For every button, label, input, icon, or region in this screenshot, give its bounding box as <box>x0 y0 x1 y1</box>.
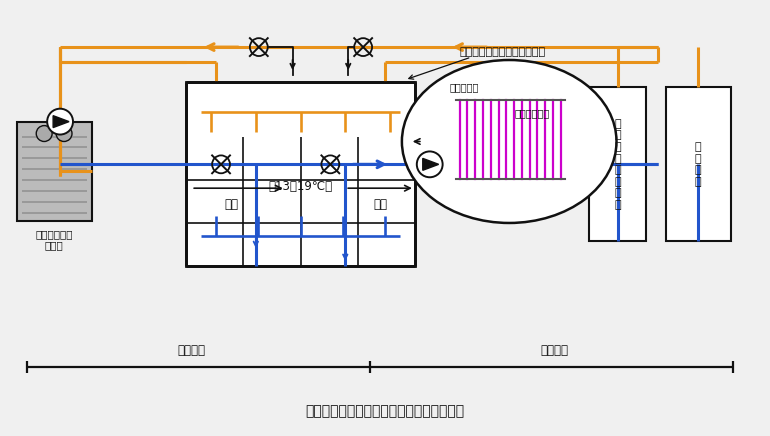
Text: タンク式中温冷水蓄熱蓄熱槽: タンク式中温冷水蓄熱蓄熱槽 <box>460 47 546 57</box>
Bar <box>589 87 646 241</box>
Bar <box>18 122 92 221</box>
Polygon shape <box>423 158 439 170</box>
Text: ヒートポンプ
チラー: ヒートポンプ チラー <box>35 229 73 251</box>
Text: 放熱: 放熱 <box>373 198 387 211</box>
Text: タンク式中温冷水潜熱蓄熱システム（図）: タンク式中温冷水潜熱蓄熱システム（図） <box>306 404 464 418</box>
Text: モジュール: モジュール <box>450 82 479 92</box>
Text: 蓄熱回路: 蓄熱回路 <box>177 344 206 357</box>
Text: 蓄熱: 蓄熱 <box>224 198 238 211</box>
Bar <box>186 82 415 266</box>
Text: （13～19℃）: （13～19℃） <box>269 180 333 193</box>
Text: エコジュール: エコジュール <box>514 109 550 119</box>
Polygon shape <box>53 116 69 128</box>
Bar <box>666 87 731 241</box>
Circle shape <box>417 151 443 177</box>
Text: デ
シ
カ
ン
ト
空
調
機: デ シ カ ン ト 空 調 機 <box>614 119 621 210</box>
Ellipse shape <box>402 60 617 223</box>
Circle shape <box>47 109 73 135</box>
Circle shape <box>36 126 52 142</box>
Text: 放
射
空
調: 放 射 空 調 <box>695 142 701 187</box>
Circle shape <box>56 126 72 142</box>
Text: 放熱回路: 放熱回路 <box>540 344 568 357</box>
